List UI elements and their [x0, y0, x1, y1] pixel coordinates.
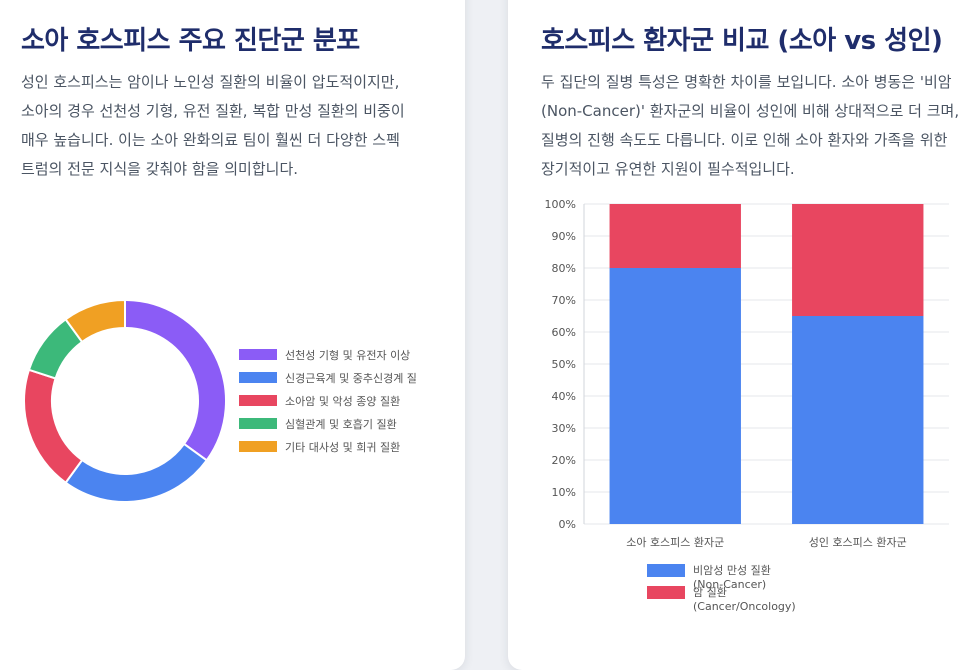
y-tick-label: 80% — [552, 262, 576, 275]
patient-comparison-card: 호스피스 환자군 비교 (소아 vs 성인) 두 집단의 질병 특성은 명확한 … — [508, 0, 975, 670]
diagnosis-distribution-title: 소아 호스피스 주요 진단군 분포 — [21, 26, 360, 56]
legend-label: 기타 대사성 및 희귀 질환 — [285, 441, 400, 454]
y-tick-label: 100% — [545, 200, 576, 211]
y-tick-label: 30% — [552, 422, 576, 435]
x-tick-label: 성인 호스피스 환자군 — [809, 536, 907, 549]
y-tick-label: 60% — [552, 326, 576, 339]
legend-label: 암 질환 (Cancer/Oncology) — [693, 586, 796, 613]
patient-comparison-title: 호스피스 환자군 비교 (소아 vs 성인) — [541, 26, 943, 56]
legend-swatch — [647, 586, 685, 599]
legend-swatch — [647, 564, 685, 577]
y-tick-label: 70% — [552, 294, 576, 307]
y-tick-label: 10% — [552, 486, 576, 499]
legend-swatch — [239, 372, 277, 383]
bar-segment — [609, 268, 741, 524]
x-tick-label: 소아 호스피스 환자군 — [626, 536, 724, 549]
legend-swatch — [239, 349, 277, 360]
legend-label: 심혈관계 및 호흡기 질환 — [285, 417, 397, 431]
y-tick-label: 50% — [552, 358, 576, 371]
y-tick-label: 0% — [559, 518, 576, 531]
y-tick-label: 20% — [552, 454, 576, 467]
patient-comparison-bar-chart: 0% 10% 20% 30% 40% 50% 60% 70% 80% 90% 100% 소아 호스피스… — [545, 200, 949, 613]
legend-swatch — [239, 418, 277, 429]
y-tick-label: 40% — [552, 390, 576, 403]
donut-slice — [64, 442, 209, 503]
bar-segment — [792, 204, 924, 316]
donut-slice — [64, 298, 126, 344]
legend-label: 비암성 만성 질환 (Non-Cancer) — [693, 564, 771, 591]
bar-segment — [609, 204, 741, 268]
bar-segment — [792, 316, 924, 524]
legend-label: 선천성 기형 및 유전자 이상 — [285, 348, 410, 362]
legend-label: 신경근육계 및 중추신경계 질 — [285, 372, 417, 385]
legend-swatch — [239, 395, 277, 406]
legend-label: 소아암 및 악성 종양 질환 — [285, 395, 400, 408]
diagnosis-distribution-description: 성인 호스피스는 암이나 노인성 질환의 비율이 압도적이지만, 소아의 경우 … — [21, 73, 405, 178]
donut-slice — [23, 368, 84, 485]
y-tick-label: 90% — [552, 230, 576, 243]
diagnosis-distribution-card: 소아 호스피스 주요 진단군 분포 성인 호스피스는 암이나 노인성 질환의 비… — [0, 0, 465, 670]
patient-comparison-description: 두 집단의 질병 특성은 명확한 차이를 보입니다. 소아 병동은 '비암(No… — [541, 73, 960, 178]
legend-swatch — [239, 441, 277, 452]
donut-slice — [124, 298, 227, 462]
